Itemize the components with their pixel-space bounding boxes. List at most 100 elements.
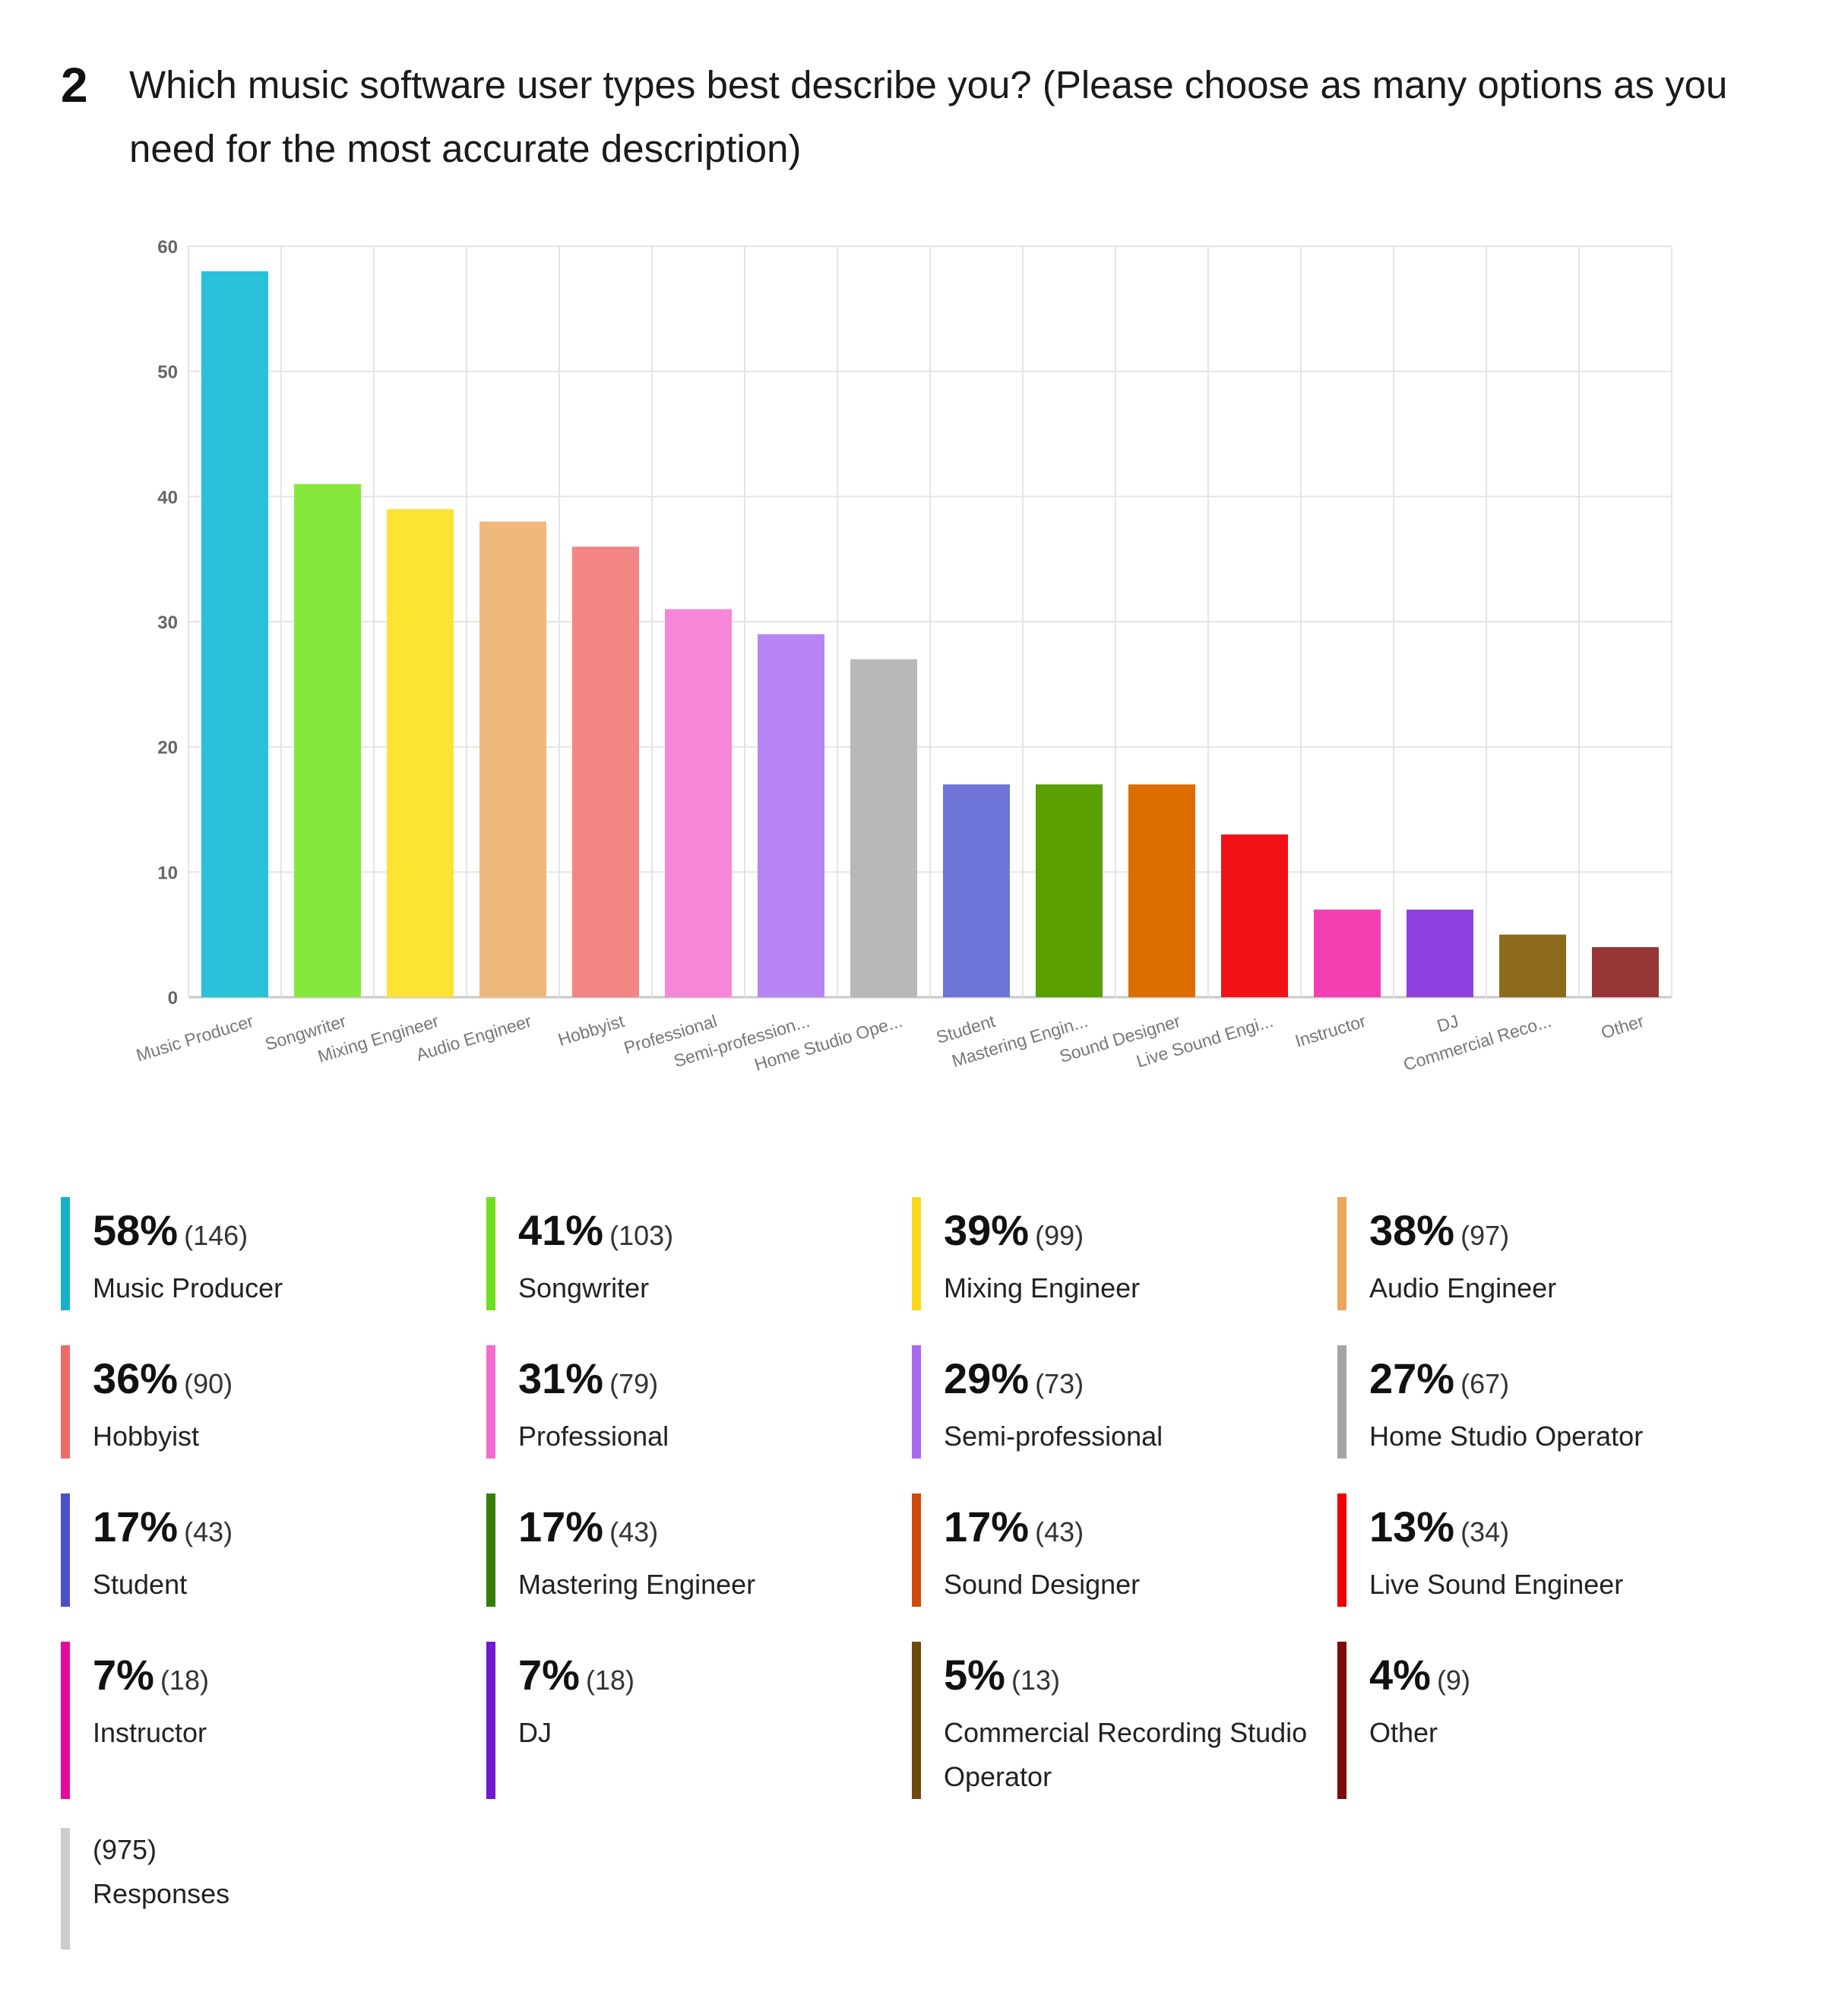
legend-label: Student (93, 1569, 188, 1600)
legend-count: (79) (609, 1368, 659, 1399)
bar[interactable] (1221, 834, 1288, 997)
legend-count: (18) (160, 1664, 209, 1696)
responses-label: Responses (93, 1878, 230, 1909)
responses-count: (975) (93, 1834, 157, 1865)
legend-label: DJ (518, 1717, 552, 1748)
legend-item: 5% (13) Commercial Recording Studio Operat… (912, 1642, 1337, 1799)
legend-percent: 17% (944, 1503, 1030, 1550)
bar[interactable] (479, 521, 546, 997)
legend-item: 41% (103) Songwriter (486, 1197, 912, 1310)
legend-count: (90) (184, 1368, 233, 1399)
legend-label: Hobbyist (93, 1421, 200, 1452)
legend-color-bar (486, 1642, 495, 1799)
legend-percent: 39% (944, 1206, 1030, 1254)
bar[interactable] (201, 271, 268, 997)
results-legend: 58% (146) Music Producer 41% (103) Songwriter… (61, 1197, 1763, 1799)
legend-percent: 29% (944, 1354, 1030, 1402)
bar[interactable] (1407, 909, 1473, 997)
legend-color-bar (912, 1642, 921, 1799)
y-tick-label: 20 (157, 738, 178, 759)
bar[interactable] (572, 546, 639, 997)
y-tick-label: 0 (168, 988, 178, 1009)
legend-percent: 27% (1369, 1354, 1455, 1402)
legend-label: Semi-professional (944, 1421, 1163, 1452)
bar[interactable] (1314, 909, 1381, 997)
question-number: 2 (61, 58, 88, 112)
question-text: Which music software user types best des… (129, 63, 1728, 170)
legend-item: 29% (73) Semi-professional (912, 1345, 1337, 1459)
bar[interactable] (294, 483, 361, 997)
legend-percent: 7% (518, 1651, 580, 1699)
legend-color-bar (486, 1493, 495, 1607)
legend-color-bar (61, 1642, 70, 1799)
legend-count: (99) (1035, 1220, 1084, 1251)
bar[interactable] (1036, 784, 1103, 997)
legend-count: (43) (609, 1516, 659, 1547)
legend-percent: 41% (518, 1206, 604, 1254)
legend-percent: 7% (93, 1651, 154, 1699)
legend-color-bar (61, 1345, 70, 1459)
bar[interactable] (758, 634, 824, 997)
legend-item: 38% (97) Audio Engineer (1337, 1197, 1763, 1310)
legend-percent: 17% (93, 1503, 179, 1550)
legend-item: 27% (67) Home Studio Operator (1337, 1345, 1763, 1459)
x-tick-label: Commercial Reco... (1401, 1011, 1554, 1075)
legend-color-bar (1337, 1493, 1346, 1607)
legend-color-bar (486, 1197, 495, 1310)
legend-percent: 5% (944, 1651, 1005, 1699)
question-header: 2 Which music software user types best d… (61, 53, 1793, 181)
legend-count: (67) (1460, 1368, 1510, 1399)
y-axis: 0 10 20 30 40 50 60 (157, 237, 178, 1009)
legend-color-bar (1337, 1642, 1346, 1799)
bar[interactable] (387, 508, 454, 997)
legend-label: Other (1369, 1717, 1438, 1748)
legend-item: 31% (79) Professional (486, 1345, 912, 1459)
legend-count: (43) (184, 1516, 233, 1547)
legend-item: 17% (43) Student (61, 1493, 486, 1607)
legend-color-bar (912, 1197, 921, 1310)
legend-item: 17% (43) Sound Designer (912, 1493, 1337, 1607)
legend-label: Songwriter (518, 1272, 650, 1303)
legend-color-bar (61, 1493, 70, 1607)
x-tick-label: Hobbyist (555, 1011, 627, 1050)
legend-percent: 4% (1369, 1651, 1431, 1699)
legend-label: Instructor (93, 1717, 207, 1748)
bar[interactable] (1128, 784, 1195, 997)
legend-label: Mixing Engineer (944, 1272, 1141, 1303)
legend-count: (13) (1011, 1664, 1060, 1696)
x-tick-label: Instructor (1293, 1011, 1369, 1051)
y-tick-label: 40 (157, 487, 178, 508)
y-tick-label: 50 (157, 363, 178, 383)
legend-item: 36% (90) Hobbyist (61, 1345, 486, 1459)
legend-color-bar (912, 1345, 921, 1459)
legend-label: Mastering Engineer (518, 1569, 756, 1600)
legend-label: Music Producer (93, 1272, 283, 1303)
legend-item: 17% (43) Mastering Engineer (486, 1493, 912, 1607)
legend-item: 4% (9) Other (1337, 1642, 1763, 1799)
y-tick-label: 60 (157, 237, 178, 258)
bar[interactable] (665, 609, 732, 997)
legend-label: Live Sound Engineer (1369, 1569, 1624, 1600)
legend-count: (43) (1035, 1516, 1084, 1547)
legend-count: (18) (585, 1664, 634, 1696)
legend-color-bar (912, 1493, 921, 1607)
x-tick-label: Other (1599, 1011, 1647, 1043)
bar[interactable] (850, 659, 917, 997)
legend-percent: 17% (518, 1503, 604, 1550)
legend-count: (73) (1035, 1368, 1084, 1399)
legend-item: 39% (99) Mixing Engineer (912, 1197, 1337, 1310)
legend-count: (9) (1436, 1664, 1470, 1696)
legend-item: 58% (146) Music Producer (61, 1197, 486, 1310)
bar-chart: 0 10 20 30 40 50 60 Music Producer SongwriterMi… (134, 237, 1672, 1075)
bar[interactable] (1499, 934, 1566, 997)
legend-item: 7% (18) Instructor (61, 1642, 486, 1799)
legend-count: (97) (1460, 1220, 1510, 1251)
bar[interactable] (943, 784, 1010, 997)
bar[interactable] (1592, 947, 1659, 997)
legend-label: Audio Engineer (1369, 1272, 1557, 1303)
legend-count: (146) (184, 1220, 248, 1251)
y-tick-label: 30 (157, 613, 178, 633)
legend-color-bar (1337, 1197, 1346, 1310)
legend-percent: 36% (93, 1354, 179, 1402)
chart-bars (201, 271, 1659, 997)
